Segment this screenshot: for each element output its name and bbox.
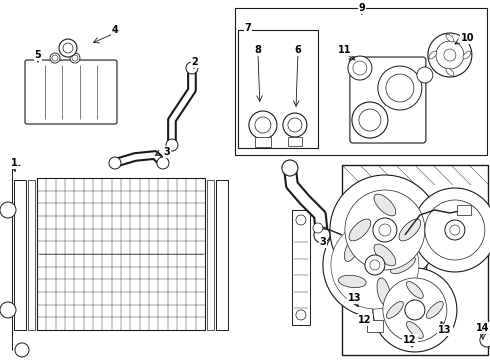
Text: 12: 12 [403,335,416,345]
Circle shape [283,113,307,137]
Bar [292,210,310,325]
Circle shape [425,200,485,260]
Bar [367,320,383,332]
Circle shape [15,343,29,357]
Bar [235,8,487,155]
Ellipse shape [446,34,454,42]
Ellipse shape [338,275,366,288]
Text: 4: 4 [112,25,119,35]
Text: 8: 8 [254,45,261,55]
FancyBboxPatch shape [25,60,117,124]
Circle shape [359,109,381,131]
Text: 3: 3 [164,147,171,157]
Circle shape [444,49,456,61]
Circle shape [480,333,490,347]
Circle shape [353,61,367,75]
Circle shape [52,55,58,61]
Text: 10: 10 [461,33,475,43]
Circle shape [386,74,414,102]
Text: 12: 12 [358,315,371,325]
Bar [342,165,488,355]
Circle shape [330,175,440,285]
Circle shape [365,255,385,275]
Text: 7: 7 [245,23,251,33]
Circle shape [59,39,77,57]
Circle shape [313,223,323,233]
Ellipse shape [407,282,423,298]
Circle shape [436,41,464,69]
Circle shape [373,268,457,352]
Circle shape [255,117,271,133]
Text: 5: 5 [35,50,41,60]
Text: 13: 13 [438,325,452,335]
Circle shape [109,157,121,169]
Text: 14: 14 [476,323,490,333]
Circle shape [373,218,397,242]
Bar [255,137,271,147]
Ellipse shape [377,278,390,305]
Circle shape [370,260,380,270]
Text: 1: 1 [11,158,17,168]
Bar [207,180,214,330]
Circle shape [249,111,277,139]
Circle shape [450,225,460,235]
Circle shape [405,300,425,320]
Circle shape [166,139,178,151]
Text: 9: 9 [359,3,365,13]
Ellipse shape [349,219,371,241]
Circle shape [72,55,78,61]
Bar [28,180,35,330]
Ellipse shape [399,219,421,241]
Ellipse shape [374,244,396,266]
Circle shape [186,62,198,74]
Text: 2: 2 [192,57,198,67]
Ellipse shape [426,302,443,318]
Circle shape [413,188,490,272]
Ellipse shape [429,51,437,59]
Ellipse shape [446,68,454,76]
Bar [14,180,26,330]
Ellipse shape [372,228,395,249]
Circle shape [331,221,419,309]
Circle shape [70,53,80,63]
Circle shape [348,56,372,80]
Circle shape [50,53,60,63]
Circle shape [282,160,298,176]
Ellipse shape [463,51,471,59]
Circle shape [345,190,425,270]
FancyBboxPatch shape [350,57,426,143]
Text: 11: 11 [338,45,352,55]
Text: 3: 3 [319,237,326,247]
Circle shape [383,278,447,342]
Bar [37,178,205,330]
Circle shape [0,202,16,218]
Circle shape [296,215,306,225]
Circle shape [378,66,422,110]
Bar [238,30,318,148]
Circle shape [157,157,169,169]
Circle shape [445,220,465,240]
Bar [457,205,471,215]
Circle shape [314,227,330,243]
Circle shape [0,302,16,318]
Text: 13: 13 [348,293,362,303]
Circle shape [352,102,388,138]
Circle shape [323,213,427,317]
Bar [288,137,302,146]
Circle shape [379,224,391,236]
Circle shape [288,118,302,132]
Circle shape [428,33,472,77]
Text: 6: 6 [294,45,301,55]
Circle shape [417,67,433,83]
Circle shape [63,43,73,53]
Ellipse shape [344,235,360,261]
Circle shape [296,310,306,320]
Ellipse shape [391,256,416,274]
Ellipse shape [387,302,403,318]
Ellipse shape [374,194,396,216]
Bar [216,180,228,330]
Ellipse shape [407,321,423,338]
